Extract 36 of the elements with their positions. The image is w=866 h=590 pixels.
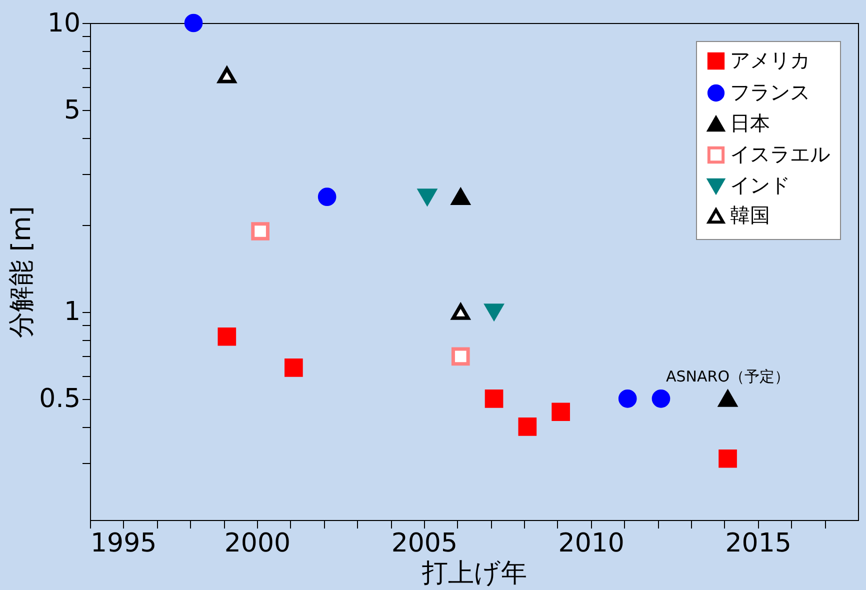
point bbox=[284, 358, 303, 377]
x-tick-label: 2015 bbox=[725, 528, 792, 558]
point bbox=[718, 449, 737, 468]
x-axis-title: 打上げ年 bbox=[421, 558, 527, 588]
annotation: ASNARO（予定） bbox=[666, 368, 790, 386]
legend-label: フランス bbox=[730, 80, 810, 104]
point bbox=[251, 222, 270, 240]
legend-label: アメリカ bbox=[730, 48, 810, 72]
point bbox=[652, 390, 670, 408]
legend-label: 韓国 bbox=[730, 203, 770, 227]
point bbox=[184, 14, 203, 32]
y-tick-label: 5 bbox=[64, 95, 80, 126]
point bbox=[484, 304, 504, 320]
legend-label: インド bbox=[730, 173, 790, 197]
point bbox=[451, 347, 470, 366]
point bbox=[518, 417, 537, 436]
legend-label: イスラエル bbox=[730, 142, 830, 166]
x-tick-label: 2005 bbox=[391, 528, 458, 558]
x-tick-label: 1995 bbox=[90, 528, 157, 558]
point bbox=[418, 188, 436, 206]
x-tick-label: 2010 bbox=[558, 528, 624, 558]
point bbox=[451, 188, 470, 206]
y-tick-label: 0.5 bbox=[39, 384, 80, 414]
legend-label: 日本 bbox=[730, 111, 770, 135]
y-tick-label: 1 bbox=[64, 297, 80, 328]
point bbox=[218, 327, 236, 346]
point bbox=[318, 188, 336, 206]
x-tick-label: 2000 bbox=[224, 528, 291, 558]
point bbox=[218, 66, 236, 84]
point bbox=[718, 390, 737, 407]
point bbox=[451, 304, 470, 320]
y-axis-title: 分解能 [m] bbox=[7, 206, 38, 338]
point bbox=[484, 390, 504, 408]
point bbox=[618, 390, 637, 408]
y-tick-label: 10 bbox=[47, 8, 80, 38]
point bbox=[552, 402, 570, 422]
